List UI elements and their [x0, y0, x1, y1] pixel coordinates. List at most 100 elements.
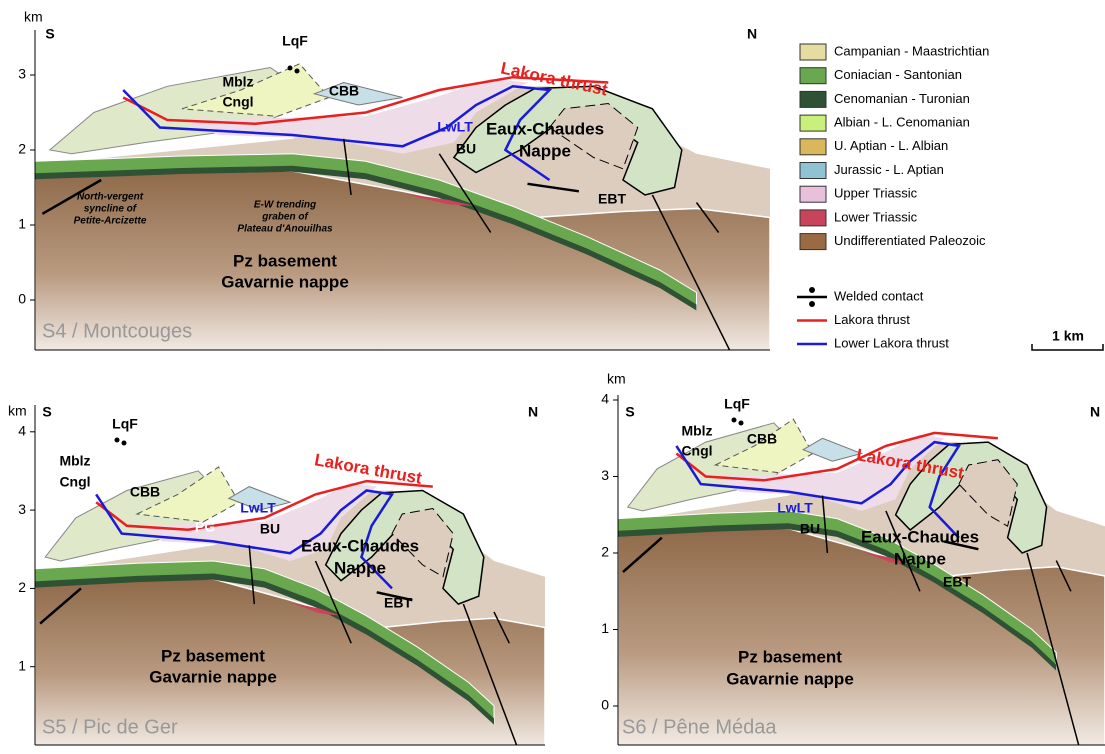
conglomerate: Mblz	[59, 453, 90, 469]
legend-swatch	[800, 163, 826, 179]
unit: km	[607, 371, 626, 387]
nappe: Eaux-Chaudes	[861, 527, 979, 546]
tick-label: 1	[18, 657, 26, 673]
conglomerate: Cngl	[59, 474, 90, 490]
jurassic	[803, 438, 861, 461]
nappe: Eaux-Chaudes	[301, 536, 419, 555]
scale-bar	[1032, 344, 1103, 350]
south: S	[42, 404, 51, 420]
tick-label: 0	[18, 291, 26, 307]
notes: North-vergent	[77, 192, 144, 203]
pg: PG	[195, 519, 215, 535]
basement: Pz basement	[738, 647, 842, 666]
tick-label: 2	[601, 544, 609, 560]
tick-label: 4	[18, 423, 26, 439]
cross-section: 1234kmSNLqFMblzCnglCBBLakora thrustLwLTB…	[8, 403, 545, 749]
north: N	[747, 26, 757, 42]
figure: 0123kmSNLqFMblzCnglCBBLakora thrustLwLTB…	[0, 0, 1105, 749]
basement: Pz basement	[233, 251, 337, 270]
ebt: EBT	[943, 574, 971, 590]
welded-dot	[295, 69, 300, 74]
legend-swatch	[800, 91, 826, 107]
legend-label: Coniacian - Santonian	[834, 67, 962, 82]
legend-label: Welded contact	[834, 288, 924, 303]
conglomerate: Mblz	[222, 74, 253, 90]
tick-label: 2	[18, 141, 26, 157]
ebt: EBT	[598, 191, 626, 207]
geology	[35, 64, 770, 358]
legend-dot	[809, 287, 815, 293]
nappe: Nappe	[894, 549, 946, 568]
legend: Campanian - Maastrichtian Coniacian - San…	[797, 43, 1103, 350]
basement: Pz basement	[161, 646, 265, 665]
welded-dot	[115, 438, 120, 443]
lower-lakora: LwLT	[437, 119, 473, 135]
legend-swatch	[800, 139, 826, 155]
basement: Gavarnie nappe	[726, 669, 854, 688]
tick-label: 3	[18, 501, 26, 517]
legend-swatch	[800, 44, 826, 60]
legend-swatch	[800, 210, 826, 226]
name: S4 / Montcouges	[42, 320, 192, 342]
welded-dot	[122, 441, 127, 446]
cross-section: 0123kmSNLqFMblzCnglCBBLakora thrustLwLTB…	[18, 9, 770, 358]
south: S	[45, 26, 54, 42]
welded-dot	[288, 66, 293, 71]
conglomerate: Cngl	[681, 443, 712, 459]
legend-label: Lower Lakora thrust	[834, 335, 949, 350]
nappe: Nappe	[334, 558, 386, 577]
tick-label: 0	[601, 697, 609, 713]
legend-dot	[809, 301, 815, 307]
cbb: CBB	[329, 83, 359, 99]
legend-swatch	[800, 115, 826, 131]
cbb: CBB	[747, 431, 777, 447]
welded-fault: LqF	[724, 396, 750, 412]
welded-dot	[732, 418, 737, 423]
nappe: Nappe	[519, 141, 571, 160]
notes: E-W trending	[254, 200, 316, 211]
geology	[618, 419, 1105, 749]
unit: km	[24, 9, 43, 25]
notes: Petite-Arcizette	[74, 216, 147, 227]
north: N	[528, 404, 538, 420]
bu: BU	[260, 521, 280, 537]
legend-label: U. Aptian - L. Albian	[834, 138, 948, 153]
conglomerate: Mblz	[681, 423, 712, 439]
basement: Gavarnie nappe	[221, 272, 349, 291]
name: S6 / Pêne Médaa	[622, 716, 777, 738]
legend-label: Albian - L. Cenomanian	[834, 115, 970, 130]
legend-swatch	[800, 234, 826, 250]
notes: graben of	[261, 212, 309, 223]
welded-dot	[739, 421, 744, 426]
scale-label: 1 km	[1052, 328, 1084, 344]
legend-swatch	[800, 68, 826, 84]
legend-label: Campanian - Maastrichtian	[834, 43, 989, 58]
legend-label: Lower Triassic	[834, 209, 918, 224]
bu: BU	[456, 141, 476, 157]
conglomerate: Cngl	[222, 94, 253, 110]
name: S5 / Pic de Ger	[42, 716, 178, 738]
legend-label: Upper Triassic	[834, 186, 918, 201]
notes: Plateau d'Anouilhas	[237, 224, 333, 235]
north: N	[1090, 404, 1100, 420]
legend-swatch	[800, 186, 826, 202]
lower-lakora: LwLT	[777, 500, 813, 516]
south: S	[625, 404, 634, 420]
ebt: EBT	[384, 595, 412, 611]
unit: km	[8, 403, 27, 419]
cbb: CBB	[130, 484, 160, 500]
nappe: Eaux-Chaudes	[486, 119, 604, 138]
tick-label: 1	[601, 620, 609, 636]
basement: Gavarnie nappe	[149, 667, 277, 686]
tick-label: 2	[18, 579, 26, 595]
tick-label: 1	[18, 216, 26, 232]
legend-label: Lakora thrust	[834, 312, 910, 327]
tick-label: 3	[601, 467, 609, 483]
geology	[35, 467, 545, 749]
welded-fault: LqF	[282, 33, 308, 49]
bu: BU	[800, 521, 820, 537]
welded-fault: LqF	[112, 416, 138, 432]
lower-lakora: LwLT	[240, 500, 276, 516]
legend-label: Jurassic - L. Aptian	[834, 162, 944, 177]
